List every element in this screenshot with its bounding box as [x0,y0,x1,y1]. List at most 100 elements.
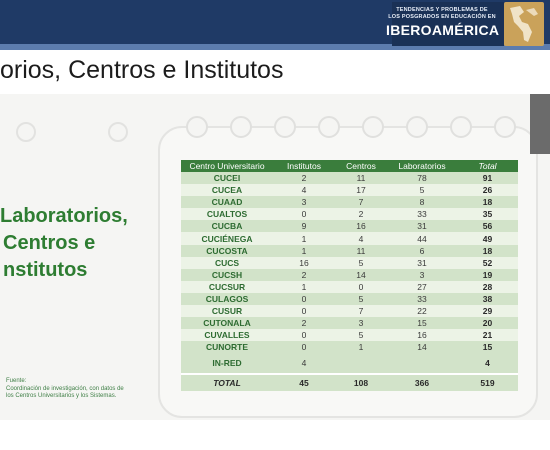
cell-value: 11 [335,172,387,185]
cell-value: 3 [335,317,387,330]
cell-value: 0 [335,280,387,293]
cell-value: 108 [335,375,387,392]
binder-ring [494,116,516,138]
cell-value: 2 [273,268,335,281]
cell-center-name: CUAAD [181,196,273,209]
cell-value: 4 [273,184,335,197]
cell-total: 35 [457,208,518,221]
cell-total: 19 [457,268,518,281]
cell-center-name: CUALTOS [181,208,273,221]
cell-value: 8 [387,196,457,209]
cell-total: 18 [457,196,518,209]
cell-value: 5 [387,184,457,197]
cell-value: 2 [335,208,387,221]
cell-center-name: IN-RED [181,353,273,374]
cell-value: 22 [387,305,457,318]
cell-value: 16 [273,256,335,269]
row-separator-cell [181,373,518,376]
top-banner: TENDENCIAS Y PROBLEMAS DE LOS POSGRADOS … [0,0,550,50]
cell-value: 14 [335,268,387,281]
page-title: orios, Centros e Institutos [0,56,284,84]
cell-total: 91 [457,172,518,185]
source-label: Fuente: [6,378,27,384]
brand-tagline-line1: TENDENCIAS Y PROBLEMAS DE [396,7,488,13]
cell-value: 0 [273,208,335,221]
cell-value: 11 [335,244,387,257]
cell-value: 17 [335,184,387,197]
cell-total: 20 [457,317,518,330]
cell-total: 38 [457,292,518,306]
cell-total: 519 [457,375,518,392]
cell-center-name: CUCIÉNEGA [181,232,273,245]
cell-value: 0 [273,341,335,354]
cell-center-name: CUVALLES [181,329,273,342]
binder-ring [450,116,472,138]
cell-value: 4 [335,232,387,245]
speaker-video-thumbnail [530,94,550,154]
column-header: Laboratorios [387,160,457,172]
cell-value: 5 [335,329,387,342]
cell-value: 2 [273,317,335,330]
row-separator [181,373,518,376]
cell-center-name: CUCBA [181,220,273,233]
cell-value: 366 [387,375,457,392]
cell-center-name: CUCSH [181,268,273,281]
americas-map-icon [504,2,544,46]
cell-value: 7 [335,196,387,209]
data-table: Centro Universitario Institutos Centros … [181,160,518,392]
table-row: CUCEI 2 11 78 91 [181,172,518,185]
cell-value: 1 [273,232,335,245]
cell-value: 1 [273,280,335,293]
table-row: CUAAD 3 7 8 18 [181,196,518,209]
cell-value: 31 [387,220,457,233]
cell-value: 7 [335,305,387,318]
binder-ring [362,116,384,138]
cell-total: 28 [457,280,518,293]
cell-total: 4 [457,353,518,374]
cell-total: 26 [457,184,518,197]
cell-total: 15 [457,341,518,354]
section-heading-line3: nstitutos [3,259,88,281]
cell-value: 1 [273,244,335,257]
cell-value: 5 [335,256,387,269]
cell-total: 49 [457,232,518,245]
brand-name: IBEROAMÉRICA [386,22,500,38]
table-body: CUCEI 2 11 78 91 CUCEA 4 17 5 26 CUAAD 3 7 8 18 CUALTOS… [181,172,518,392]
cell-value: 9 [273,220,335,233]
cell-center-name: CUCSUR [181,280,273,293]
table-header-row: Centro Universitario Institutos Centros … [181,160,518,172]
binder-ring [230,116,252,138]
brand-box [392,2,504,46]
cell-value: 16 [387,329,457,342]
cell-center-name: TOTAL [181,375,273,392]
table-row: CUCEA 4 17 5 26 [181,184,518,197]
cell-total: 21 [457,329,518,342]
decorative-circle [108,122,128,142]
binder-ring [274,116,296,138]
cell-value: 33 [387,292,457,306]
cell-center-name: CUCS [181,256,273,269]
cell-value: 2 [273,172,335,185]
cell-value: 44 [387,232,457,245]
table-row: CUCSH 2 14 3 19 [181,268,518,281]
table-row: CUSUR 0 7 22 29 [181,305,518,318]
binder-ring [318,116,340,138]
source-note: Fuente: Coordinación de investigación, c… [6,378,131,401]
footer-strip [0,420,550,450]
table-row: CUCBA 9 16 31 56 [181,220,518,233]
data-table-container: Centro Universitario Institutos Centros … [181,160,518,392]
table-row: CUVALLES 0 5 16 21 [181,329,518,342]
cell-value: 78 [387,172,457,185]
cell-value: 4 [273,353,335,374]
table-row: CUCOSTA 1 11 6 18 [181,244,518,257]
column-header: Centro Universitario [181,160,273,172]
cell-value: 27 [387,280,457,293]
section-heading-line2: Centros e [3,232,96,254]
cell-total: 29 [457,305,518,318]
binder-ring [406,116,428,138]
column-header: Institutos [273,160,335,172]
cell-value: 0 [273,305,335,318]
total-row: TOTAL 45 108 366 519 [181,375,518,392]
column-header: Centros [335,160,387,172]
table-row: CUNORTE 0 1 14 15 [181,341,518,354]
